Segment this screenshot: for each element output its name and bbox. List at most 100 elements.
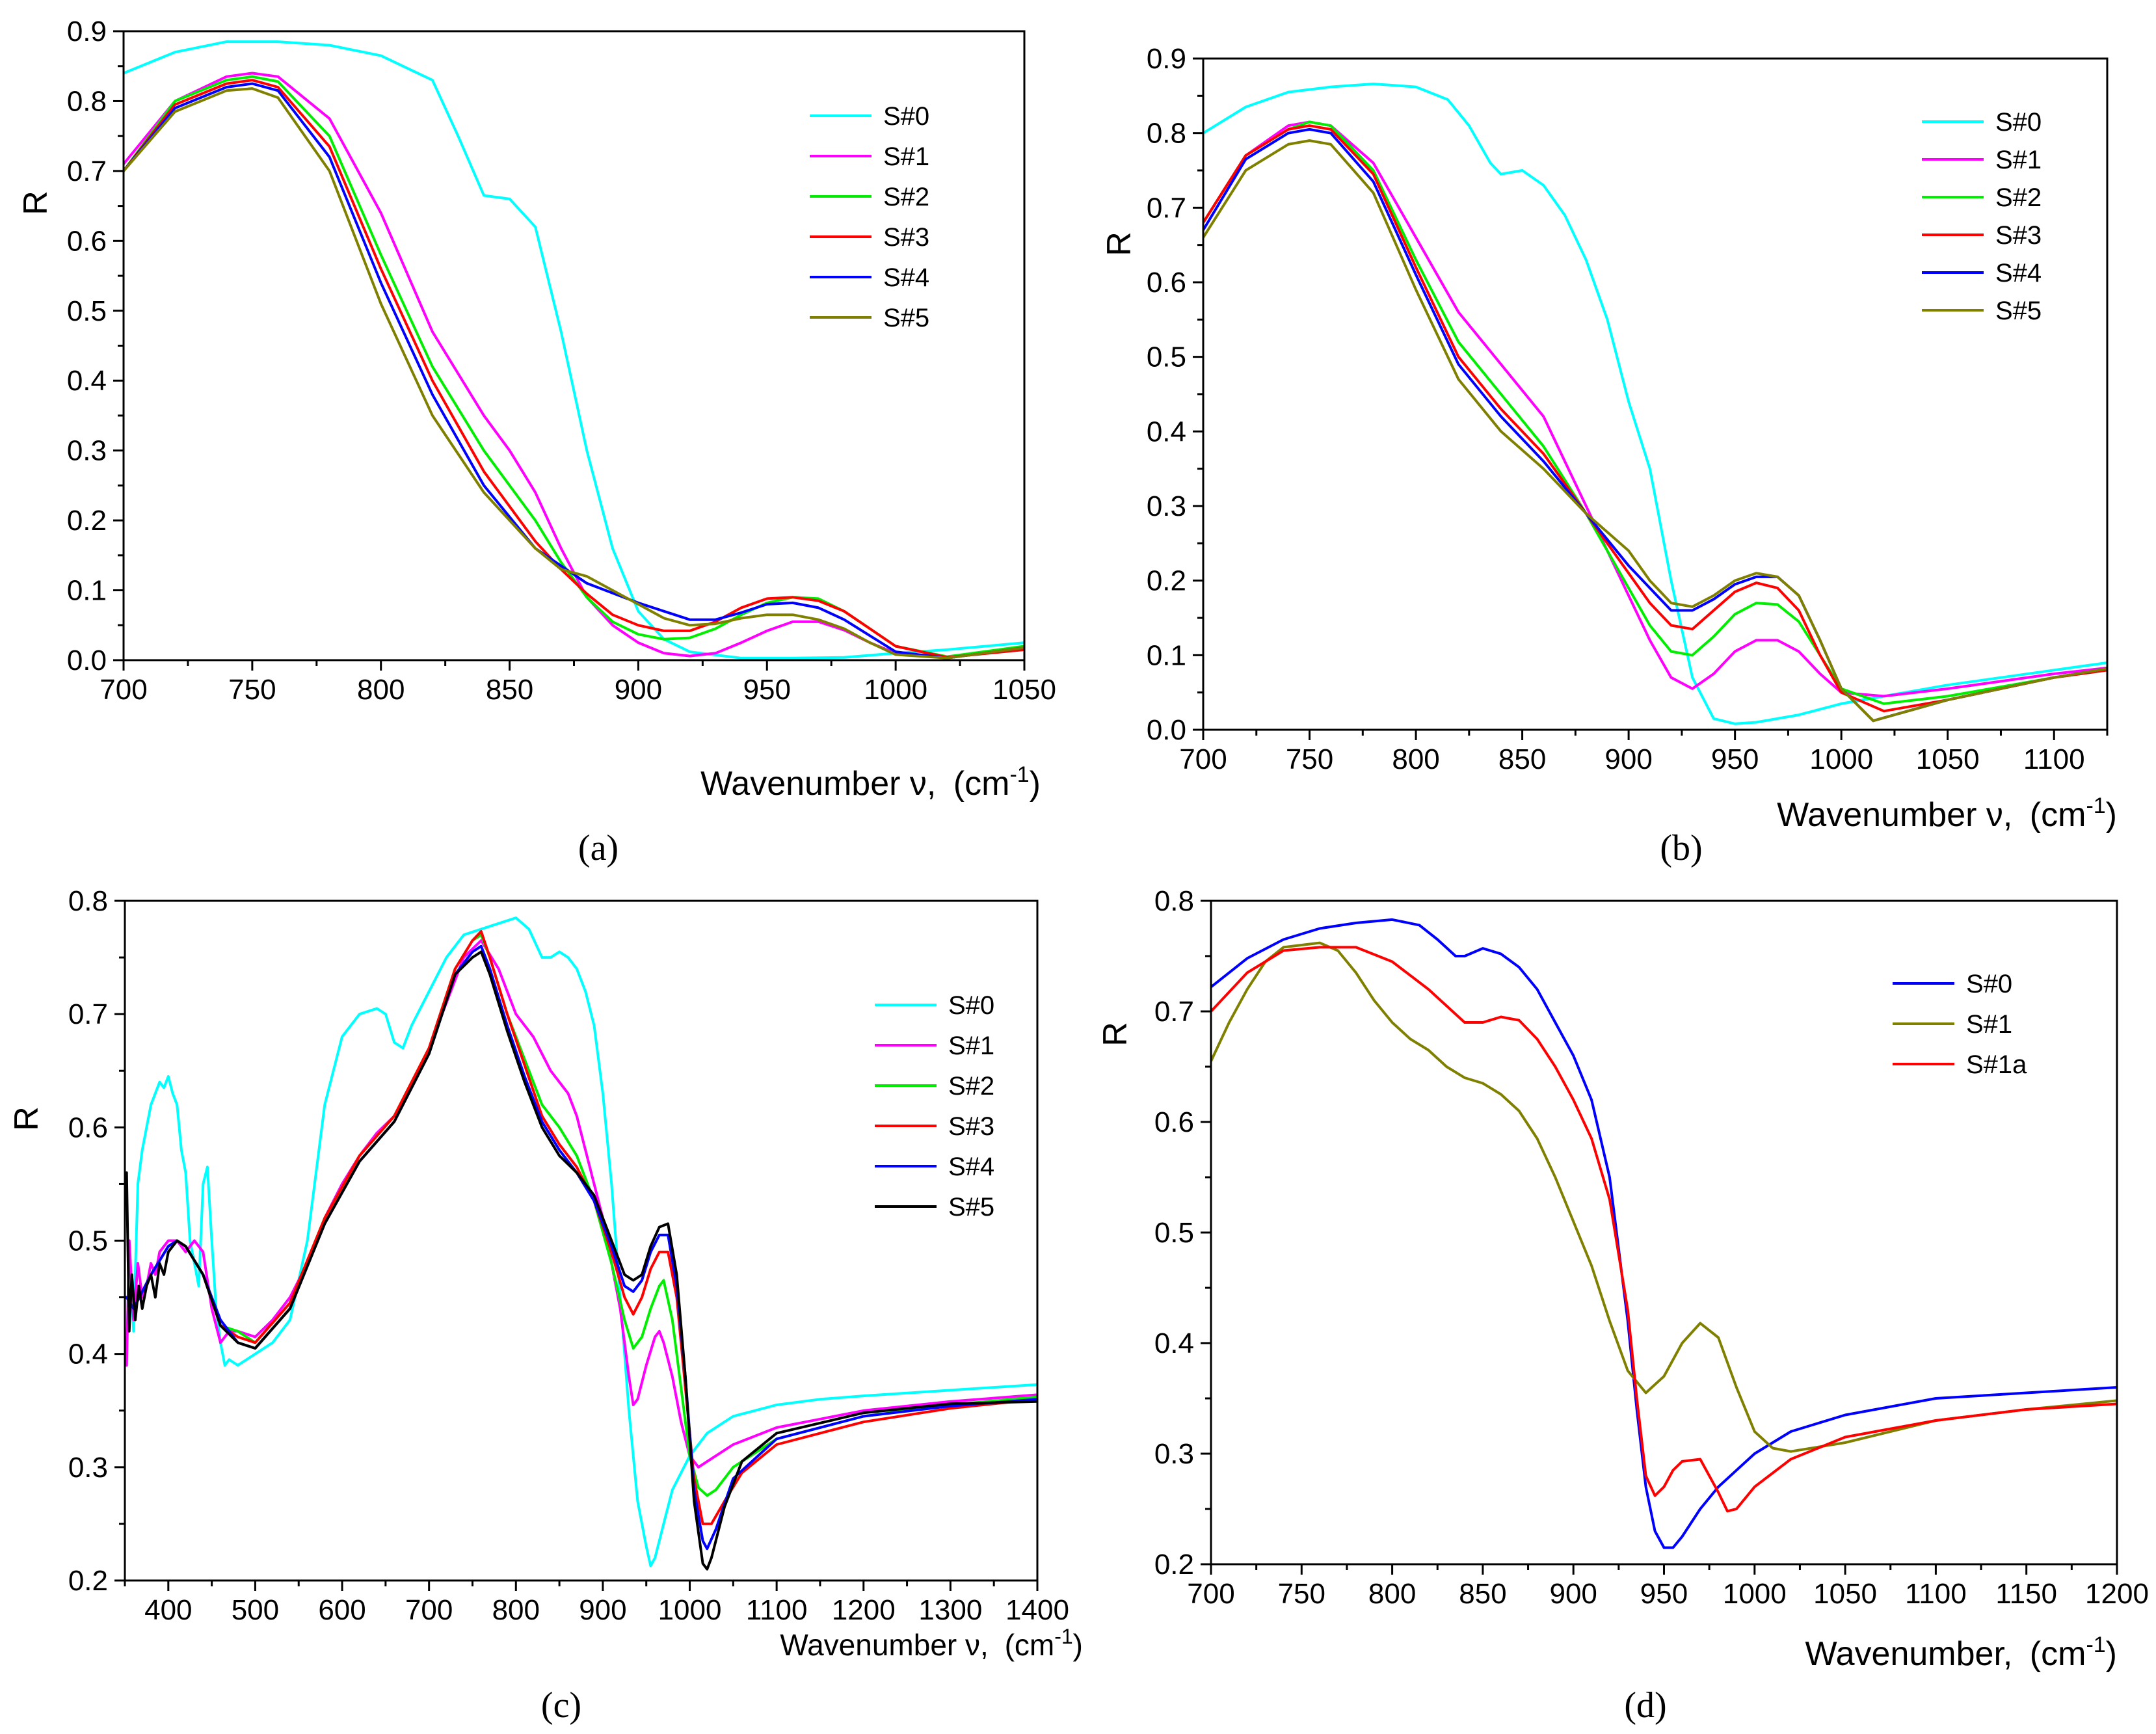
legend-label-c-1: S#1 — [948, 1032, 994, 1060]
legend-label-d-2: S#1a — [1966, 1050, 2027, 1079]
y-tick-label-b: 0.7 — [1147, 192, 1186, 224]
x-tick-label-c: 1300 — [918, 1594, 982, 1626]
y-tick-label-d: 0.4 — [1154, 1327, 1194, 1359]
legend-label-a-0: S#0 — [883, 102, 929, 131]
legend-a: S#0 S#1 S#2 S#3 S#4 S#5 — [810, 102, 929, 332]
y-tick-label-a: 0.5 — [67, 295, 107, 327]
y-tick-label-b: 0.3 — [1147, 490, 1186, 522]
y-tick-label-c: 0.4 — [68, 1339, 108, 1370]
x-tick-label-c: 1200 — [832, 1594, 896, 1626]
x-tick-label-a: 850 — [486, 674, 533, 706]
y-tick-label-d: 0.2 — [1154, 1549, 1194, 1581]
series-line-b-5 — [1203, 139, 2107, 723]
x-tick-label-d: 900 — [1549, 1578, 1597, 1610]
y-axis-label-a: R — [17, 191, 55, 215]
x-tick-label-a: 1000 — [864, 674, 927, 706]
chart-panel-d: R Wavenumber, (cm-1) (d) 700 750 800 850 900… — [1097, 885, 2149, 1726]
y-tick-label-b: 0.8 — [1147, 118, 1186, 150]
x-axis-label-text-b: Wavenumber ν, — [1777, 796, 2012, 834]
series-line-a-5 — [124, 87, 1024, 660]
x-tick-label-b: 1050 — [1916, 743, 1980, 775]
chart-panel-a: R Wavenumber ν, (cm-1) (a) 700 750 800 850 9… — [17, 16, 1056, 868]
legend-label-a-5: S#5 — [883, 304, 929, 332]
x-axis-unit-close-b: ) — [2106, 796, 2117, 834]
legend-d: S#0 S#1 S#1a — [1893, 970, 2027, 1079]
legend-label-c-0: S#0 — [948, 991, 994, 1020]
series-lines-d — [1211, 918, 2117, 1549]
legend-label-c-2: S#2 — [948, 1072, 994, 1100]
y-tick-label-b: 0.1 — [1147, 639, 1186, 671]
x-tick-label-b: 900 — [1604, 743, 1652, 775]
x-tick-label-a: 750 — [228, 674, 276, 706]
x-tick-label-c: 800 — [492, 1594, 540, 1626]
x-tick-label-b: 700 — [1179, 743, 1227, 775]
y-tick-label-a: 0.9 — [67, 16, 107, 47]
legend-label-c-3: S#3 — [948, 1112, 994, 1141]
x-axis-unit-b: (cm — [2030, 796, 2086, 834]
series-line-a-3 — [124, 79, 1024, 659]
chart-panel-b: R Wavenumber ν, (cm-1) (b) 700 750 800 850 9… — [1100, 43, 2117, 868]
legend-c: S#0 S#1 S#2 S#3 S#4 S#5 — [875, 991, 994, 1221]
y-tick-label-a: 0.2 — [67, 505, 107, 537]
legend-label-b-2: S#2 — [1995, 183, 2042, 212]
legend-label-d-1: S#1 — [1966, 1010, 2012, 1039]
x-tick-label-a: 1050 — [992, 674, 1056, 706]
y-tick-label-a: 0.1 — [67, 575, 107, 607]
x-tick-label-c: 900 — [579, 1594, 626, 1626]
y-tick-label-d: 0.8 — [1154, 885, 1194, 917]
caption-d: (d) — [1624, 1685, 1666, 1726]
y-tick-label-a: 0.0 — [67, 645, 107, 676]
legend-label-c-5: S#5 — [948, 1193, 994, 1221]
y-tick-label-c: 0.5 — [68, 1225, 108, 1257]
legend-label-a-2: S#2 — [883, 183, 929, 211]
legend-label-d-0: S#0 — [1966, 970, 2012, 998]
y-tick-label-c: 0.3 — [68, 1452, 108, 1484]
legend-label-b-0: S#0 — [1995, 108, 2042, 137]
x-tick-label-b: 1000 — [1809, 743, 1873, 775]
y-tick-label-b: 0.6 — [1147, 267, 1186, 299]
x-axis-label-text-d: Wavenumber, — [1805, 1635, 2012, 1673]
x-tick-label-c: 500 — [232, 1594, 279, 1626]
caption-b: (b) — [1660, 828, 1702, 868]
legend-label-b-4: S#4 — [1995, 259, 2042, 287]
y-tick-label-c: 0.7 — [68, 998, 108, 1030]
x-axis-unit-close-d: ) — [2106, 1635, 2117, 1673]
x-axis-label-a: Wavenumber ν, (cm-1) — [700, 762, 1041, 803]
x-tick-label-c: 1100 — [746, 1594, 808, 1626]
chart-panel-c: R Wavenumber ν, (cm-1) (c) 400 500 600 700 8… — [8, 885, 1083, 1726]
caption-c: (c) — [541, 1685, 581, 1726]
x-tick-label-b: 950 — [1711, 743, 1759, 775]
x-axis-label-text-a: Wavenumber ν, — [700, 765, 936, 803]
x-tick-label-d: 950 — [1640, 1578, 1688, 1610]
y-tick-label-a: 0.4 — [67, 365, 107, 397]
x-tick-label-a: 900 — [615, 674, 662, 706]
legend-label-a-4: S#4 — [883, 263, 929, 292]
x-tick-label-d: 1050 — [1813, 1578, 1877, 1610]
x-tick-label-b: 750 — [1286, 743, 1333, 775]
x-tick-label-b: 1100 — [2023, 743, 2085, 775]
x-axis-label-text-c: Wavenumber ν, — [780, 1628, 988, 1662]
y-tick-label-b: 0.0 — [1147, 714, 1186, 746]
legend-label-c-4: S#4 — [948, 1153, 994, 1181]
y-tick-label-d: 0.3 — [1154, 1438, 1194, 1470]
x-tick-label-d: 1000 — [1723, 1578, 1787, 1610]
x-axis-unit-d: (cm — [2030, 1635, 2086, 1673]
series-line-d-0 — [1211, 918, 2117, 1549]
x-tick-label-a: 700 — [100, 674, 147, 706]
x-tick-label-a: 950 — [743, 674, 791, 706]
y-tick-label-a: 0.8 — [67, 85, 107, 117]
x-tick-label-b: 800 — [1392, 743, 1439, 775]
x-axis-label-c: Wavenumber ν, (cm-1) — [780, 1625, 1083, 1662]
series-line-a-0 — [124, 40, 1024, 660]
x-tick-label-b: 850 — [1498, 743, 1546, 775]
series-lines-b — [1203, 83, 2107, 725]
series-line-b-3 — [1203, 124, 2107, 713]
series-line-d-1 — [1211, 941, 2117, 1453]
series-lines-a — [124, 40, 1024, 660]
y-tick-label-c: 0.2 — [68, 1565, 108, 1597]
x-tick-label-a: 800 — [357, 674, 405, 706]
x-tick-label-d: 800 — [1368, 1578, 1416, 1610]
x-axis-unit-c: (cm — [1005, 1628, 1055, 1662]
